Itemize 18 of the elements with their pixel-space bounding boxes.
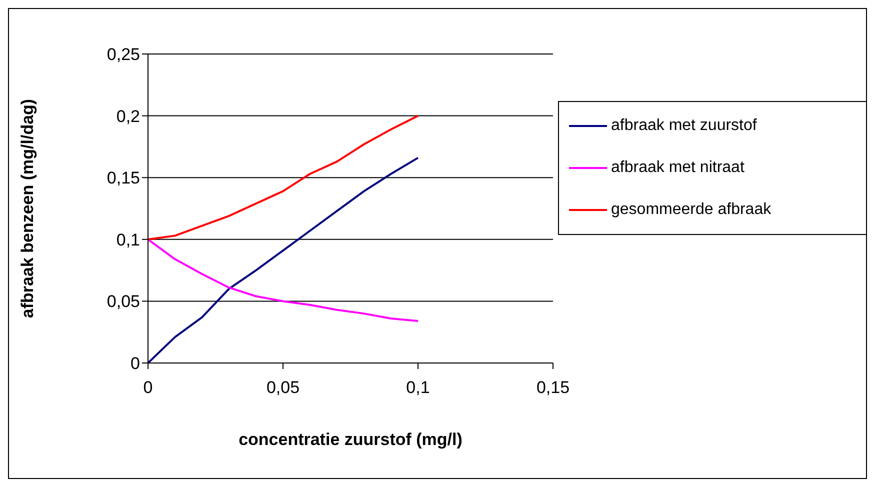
legend-label: afbraak met zuurstof <box>611 116 758 136</box>
y-tick-label: 0 <box>130 354 140 374</box>
x-tick-label: 0,1 <box>406 378 430 398</box>
y-tick-label: 0,2 <box>116 106 140 126</box>
legend-label: afbraak met nitraat <box>611 158 746 178</box>
x-axis-title: concentratie zuurstof (mg/l) <box>238 430 462 450</box>
x-tick-label: 0,15 <box>536 378 570 398</box>
y-tick-label: 0,1 <box>116 230 140 250</box>
line-series <box>148 156 419 363</box>
y-tick-label: 0,25 <box>106 45 140 64</box>
y-axis-title: afbraak benzeen (mg/l/dag) <box>18 98 38 318</box>
y-tick-label: 0,15 <box>106 168 140 188</box>
x-tick-label: 0,05 <box>266 378 300 398</box>
line-series <box>148 238 419 322</box>
line-series <box>148 114 419 240</box>
legend-label: gesommeerde afbraak <box>611 200 772 220</box>
y-tick-label: 0,05 <box>106 292 140 312</box>
x-tick-label: 0 <box>143 378 153 398</box>
